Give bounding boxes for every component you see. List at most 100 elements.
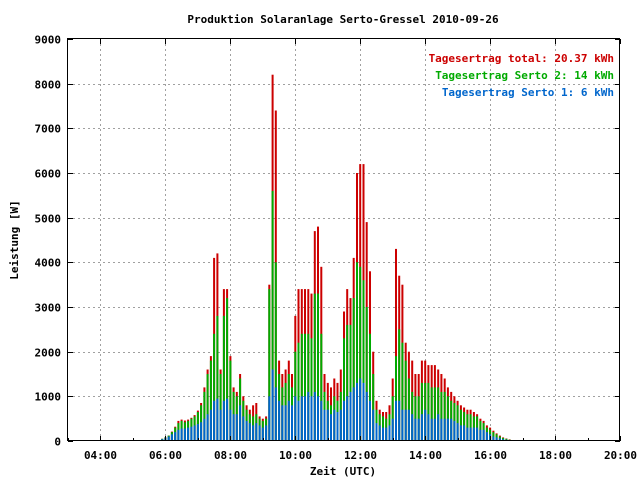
legend: Tagesertrag total: 20.37 kWh Tagesertrag … bbox=[429, 52, 614, 99]
bar bbox=[190, 426, 193, 441]
bar bbox=[226, 398, 229, 441]
bar bbox=[372, 409, 375, 441]
bar bbox=[446, 396, 449, 441]
bar bbox=[375, 423, 378, 441]
bar bbox=[187, 427, 190, 441]
bar bbox=[209, 360, 212, 441]
bar bbox=[482, 429, 485, 441]
x-tick-label: 06:00 bbox=[149, 449, 182, 462]
bar bbox=[414, 418, 417, 441]
y-tick-label: 8000 bbox=[35, 79, 62, 92]
legend-entry: Tagesertrag total: 20.37 kWh bbox=[429, 52, 614, 65]
bar bbox=[443, 391, 446, 441]
bar bbox=[430, 418, 433, 441]
bar bbox=[222, 315, 225, 441]
x-tick-label: 14:00 bbox=[409, 449, 442, 462]
bar bbox=[398, 329, 401, 441]
bar bbox=[450, 418, 453, 441]
bar bbox=[235, 414, 238, 441]
bar bbox=[206, 414, 209, 441]
bar bbox=[268, 396, 271, 441]
bar bbox=[401, 342, 404, 441]
bar bbox=[369, 333, 371, 441]
bar bbox=[365, 391, 368, 441]
bar bbox=[456, 423, 459, 441]
bar bbox=[180, 428, 183, 441]
bar bbox=[433, 418, 436, 441]
bar bbox=[398, 400, 401, 441]
bar bbox=[427, 414, 430, 441]
bar bbox=[320, 333, 323, 441]
bar bbox=[424, 409, 427, 441]
bar bbox=[391, 418, 394, 441]
bar bbox=[239, 405, 242, 441]
series-serto-1 bbox=[157, 369, 514, 441]
bar bbox=[248, 423, 251, 441]
x-tick-label: 04:00 bbox=[84, 449, 117, 462]
bar bbox=[356, 382, 358, 441]
y-tick-label: 6000 bbox=[35, 168, 62, 181]
bar bbox=[463, 425, 466, 441]
x-tick-label: 10:00 bbox=[279, 449, 312, 462]
bar bbox=[495, 437, 498, 441]
bar bbox=[440, 391, 443, 441]
legend-entry: Tagesertrag Serto 1: 6 kWh bbox=[442, 86, 614, 99]
bar bbox=[300, 333, 303, 441]
bar bbox=[362, 280, 365, 441]
y-tick-label: 7000 bbox=[35, 123, 62, 136]
legend-entry: Tagesertrag Serto 2: 14 kWh bbox=[435, 69, 614, 82]
bar bbox=[278, 400, 281, 441]
bar bbox=[459, 409, 462, 441]
bar bbox=[420, 414, 423, 441]
bar bbox=[226, 298, 229, 441]
bar bbox=[216, 315, 219, 441]
bar bbox=[336, 412, 339, 441]
bar bbox=[417, 418, 420, 441]
plot-frame bbox=[67, 38, 620, 441]
x-tick-label: 20:00 bbox=[604, 449, 637, 462]
bar bbox=[170, 434, 173, 441]
y-tick-label: 3000 bbox=[35, 302, 62, 315]
bar bbox=[433, 387, 436, 441]
bar bbox=[310, 396, 313, 441]
bar bbox=[407, 409, 410, 441]
x-axis-label: Zeit (UTC) bbox=[310, 465, 376, 478]
bar bbox=[268, 289, 271, 441]
y-axis-label: Leistung [W] bbox=[8, 200, 21, 279]
bar bbox=[401, 409, 404, 441]
bar bbox=[213, 400, 216, 441]
bar bbox=[304, 333, 306, 441]
bar bbox=[317, 396, 319, 441]
bar bbox=[352, 298, 355, 441]
bar bbox=[498, 438, 501, 441]
bar bbox=[404, 409, 407, 441]
bar bbox=[200, 422, 203, 441]
bar bbox=[242, 416, 245, 441]
bar bbox=[287, 400, 290, 441]
y-tick-label: 0 bbox=[54, 436, 61, 449]
bar bbox=[196, 424, 199, 441]
bar bbox=[291, 405, 293, 441]
bar bbox=[193, 425, 196, 441]
bar bbox=[245, 420, 248, 441]
bar bbox=[362, 382, 365, 441]
y-tick-label: 2000 bbox=[35, 347, 62, 360]
bar bbox=[359, 266, 362, 441]
bar bbox=[307, 333, 310, 441]
bar bbox=[177, 429, 180, 441]
bar bbox=[459, 425, 462, 441]
bar bbox=[219, 374, 222, 441]
bar bbox=[349, 324, 352, 441]
bar bbox=[307, 391, 310, 441]
bar bbox=[343, 338, 345, 441]
bar bbox=[297, 400, 300, 441]
bar bbox=[203, 418, 206, 441]
bars bbox=[157, 74, 514, 441]
bar bbox=[310, 338, 313, 441]
x-tick-label: 18:00 bbox=[539, 449, 572, 462]
bar bbox=[297, 342, 300, 441]
bar bbox=[446, 418, 449, 441]
bar bbox=[323, 409, 326, 441]
bar bbox=[395, 248, 397, 441]
bar bbox=[300, 396, 303, 441]
